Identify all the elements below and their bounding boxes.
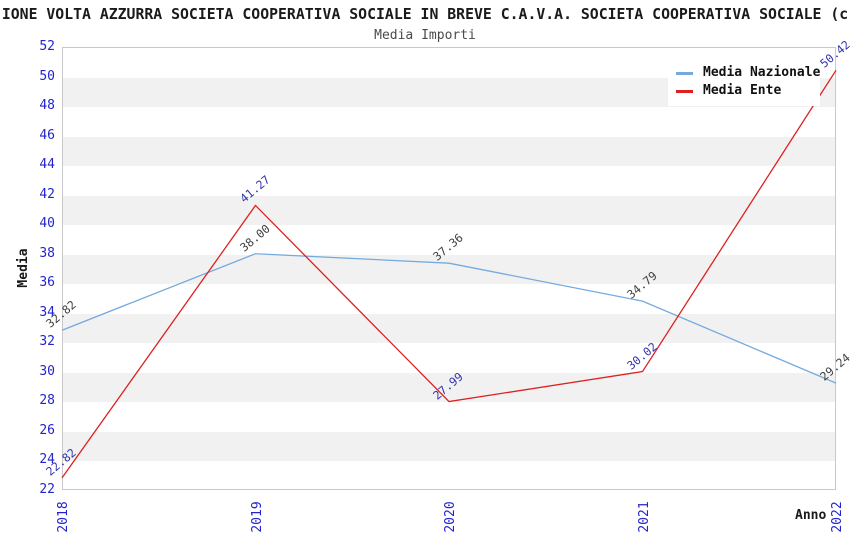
y-tick-label: 42: [39, 186, 55, 202]
y-tick-label: 22: [39, 482, 55, 497]
x-axis-title: Anno: [795, 508, 827, 523]
x-tick-label: 2019: [249, 501, 265, 533]
y-tick-label: 48: [39, 98, 55, 114]
y-tick-label: 34: [39, 304, 55, 320]
y-tick-label: 24: [39, 452, 55, 468]
x-tick-label: 2018: [56, 501, 71, 533]
y-tick-label: 50: [39, 68, 55, 84]
y-tick-label: 36: [39, 275, 55, 291]
grid-band: [63, 195, 835, 226]
legend-label: Media Nazionale: [703, 65, 821, 80]
y-tick-label: 40: [39, 216, 55, 232]
series-lines: [61, 69, 837, 479]
series-line-media-ente: [61, 69, 837, 479]
y-axis-title: Media: [16, 248, 31, 288]
y-tick-label: 32: [39, 334, 55, 350]
y-tick-label: 26: [39, 422, 55, 438]
y-tick-label: 38: [39, 245, 55, 261]
y-tick-label: 28: [39, 393, 55, 409]
y-tick-label: 52: [39, 39, 55, 54]
legend-item-media-nazionale: Media Nazionale: [676, 64, 820, 82]
x-tick-label: 2021: [636, 501, 652, 533]
chart-subtitle: Media Importi: [374, 28, 476, 43]
legend-item-media-ente: Media Ente: [676, 82, 814, 100]
legend-label: Media Ente: [703, 83, 782, 98]
y-tick-label: 30: [39, 363, 55, 379]
grid-band: [63, 136, 835, 167]
x-tick-label: 2020: [443, 501, 458, 533]
grid-band: [63, 372, 835, 403]
plot-area: [62, 47, 836, 490]
series-line-media-nazionale: [61, 253, 837, 384]
y-tick-label: 46: [39, 127, 55, 143]
chart-title: IONE VOLTA AZZURRA SOCIETA COOPERATIVA S…: [1, 6, 849, 23]
legend: Media Nazionale Media Ente: [668, 58, 820, 106]
grid-band: [63, 431, 835, 462]
y-tick-label: 44: [39, 157, 55, 173]
legend-swatch-icon: [676, 89, 693, 93]
legend-swatch-icon: [676, 71, 693, 75]
